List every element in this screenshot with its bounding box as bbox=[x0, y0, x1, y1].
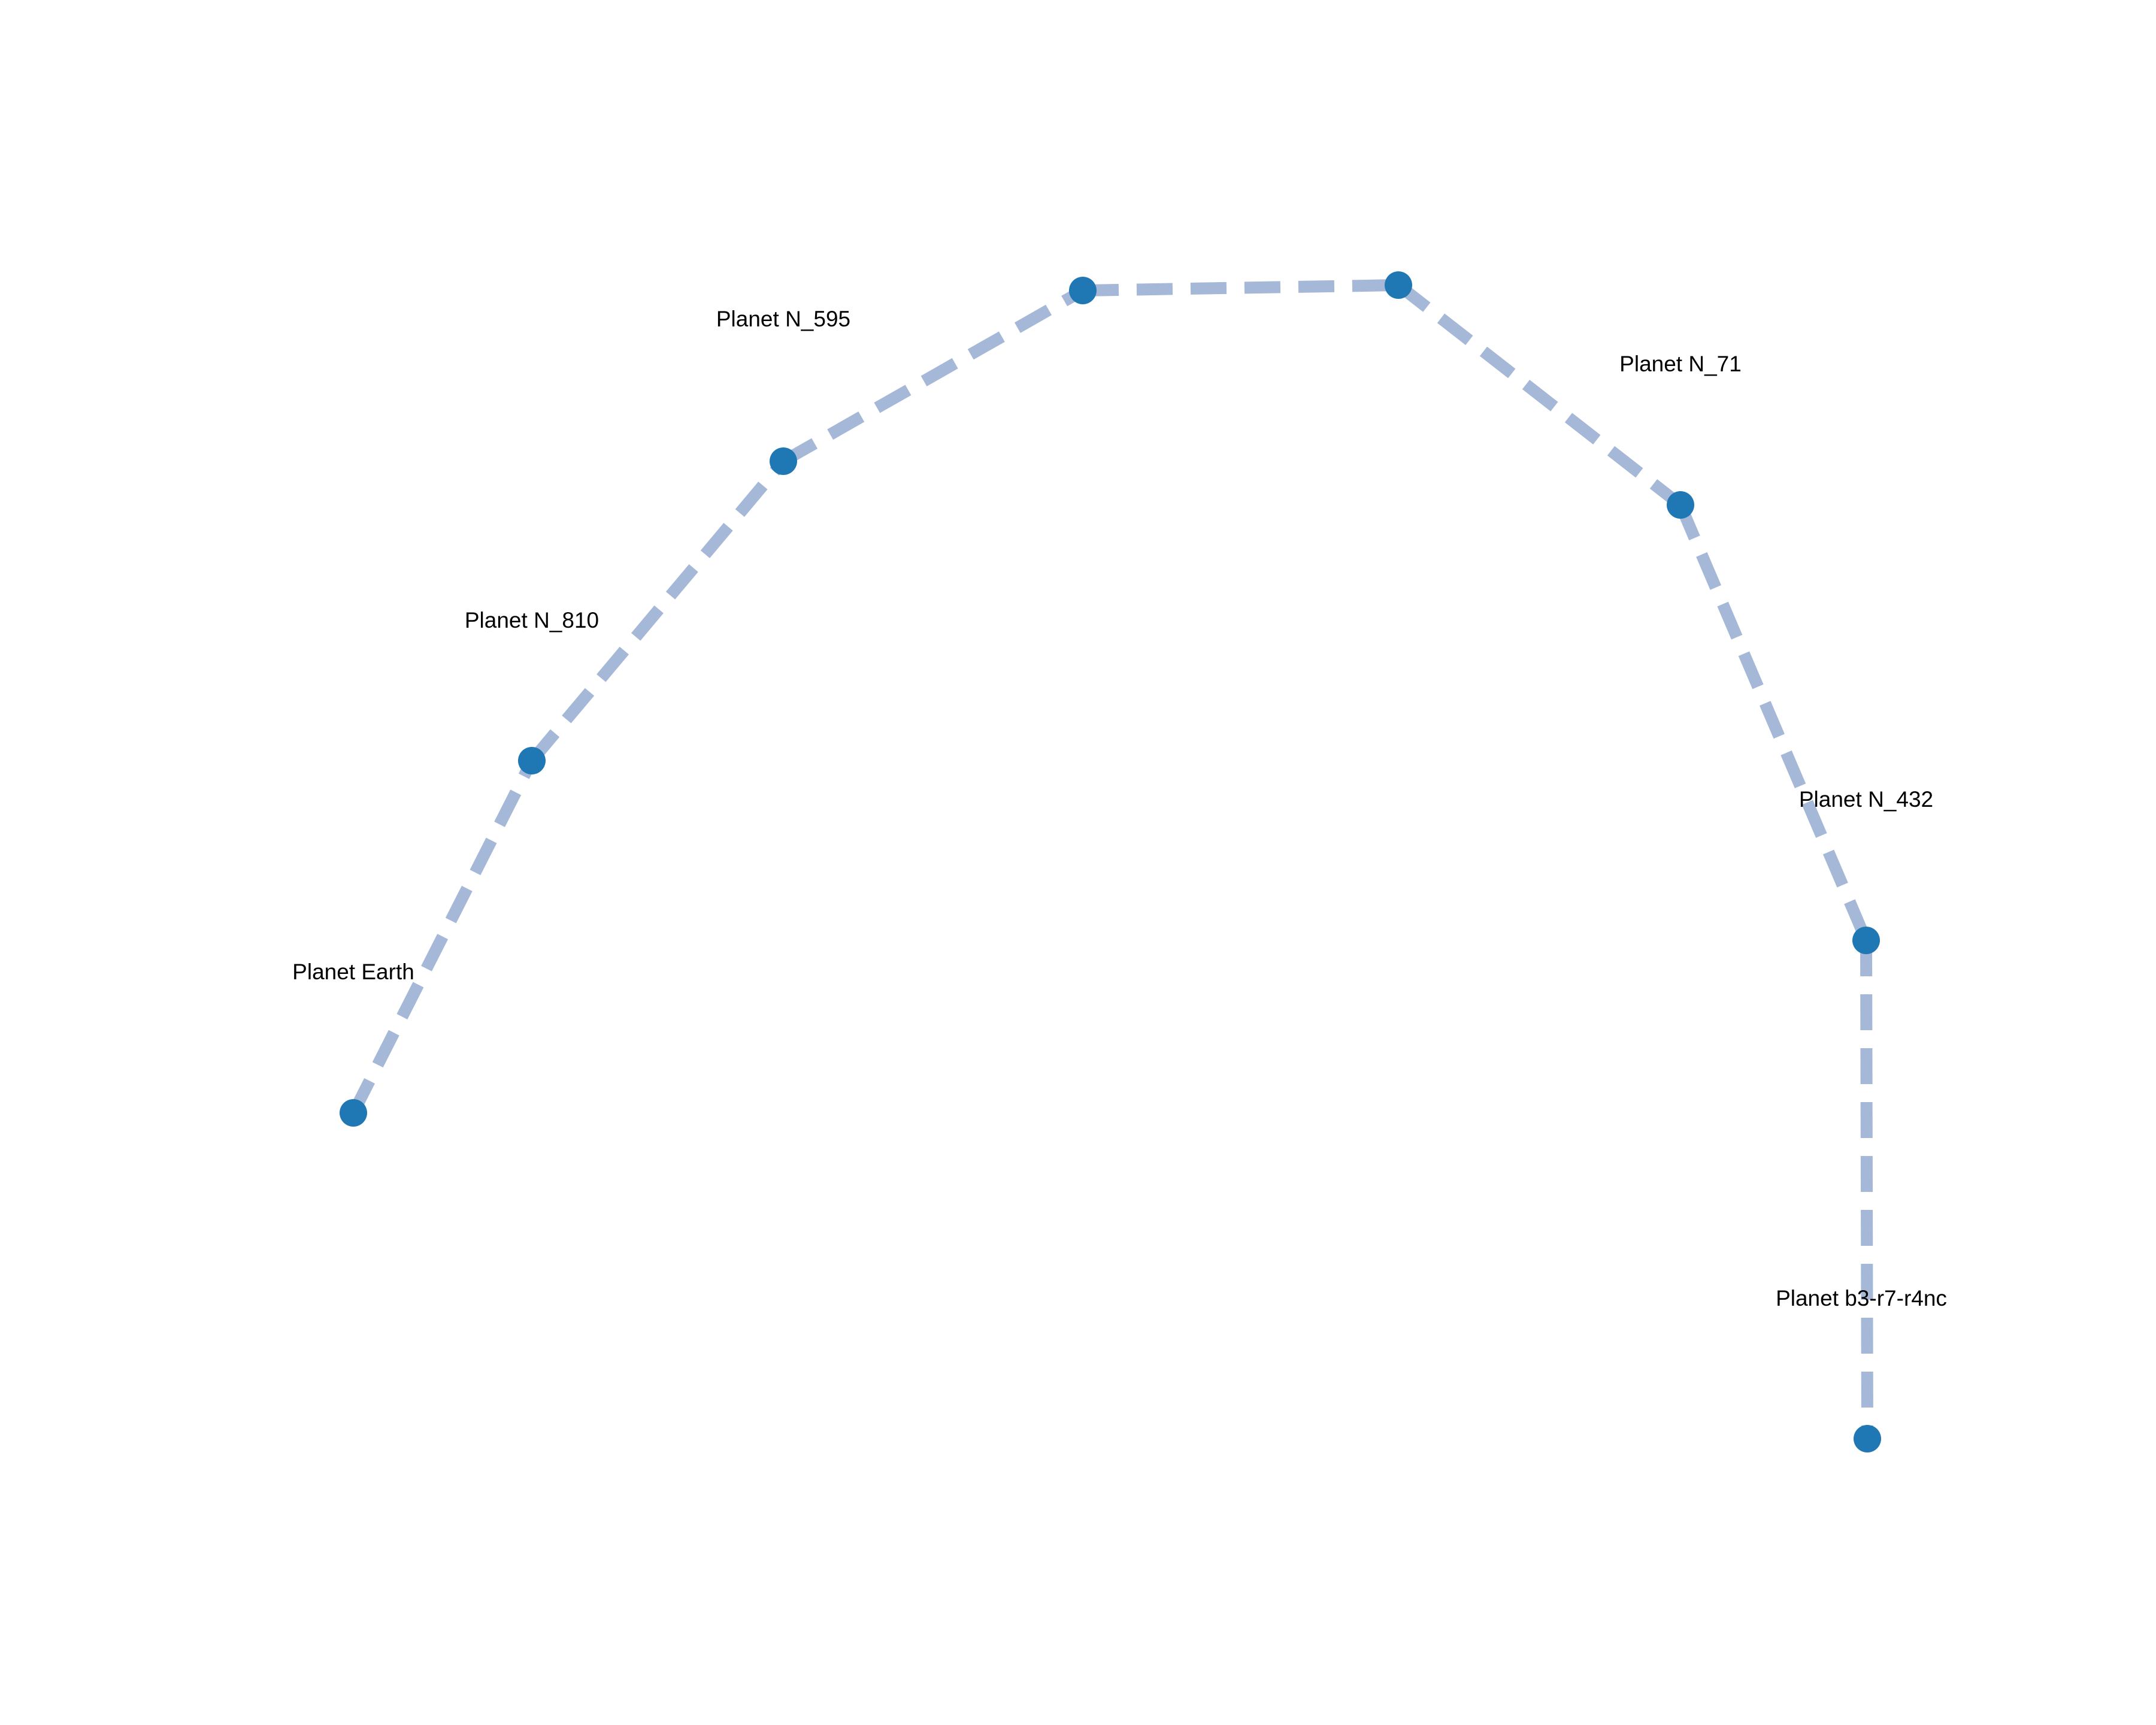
edge-n432-b3r7 bbox=[1860, 940, 1873, 1439]
label-n71: Planet N_71 bbox=[1619, 352, 1742, 376]
node-n810[interactable] bbox=[518, 747, 546, 774]
planet-nodes bbox=[340, 271, 1881, 1452]
node-unlabeled-2[interactable] bbox=[1385, 271, 1412, 299]
edge-unlabeled-2-n71 bbox=[1394, 280, 1685, 510]
label-b3r7: Planet b3-r7-r4nc bbox=[1776, 1286, 1947, 1311]
node-n432[interactable] bbox=[1852, 927, 1880, 954]
label-n595: Planet N_595 bbox=[716, 307, 850, 331]
label-earth: Planet Earth bbox=[292, 960, 414, 984]
route-edges bbox=[348, 279, 1873, 1439]
node-n71[interactable] bbox=[1667, 491, 1694, 519]
node-n595[interactable] bbox=[770, 447, 797, 475]
edge-earth-n810 bbox=[348, 758, 537, 1116]
planet-labels: Planet Earth Planet N_810 Planet N_595 P… bbox=[292, 307, 1947, 1311]
edge-n810-n595 bbox=[527, 457, 788, 765]
node-b3r7[interactable] bbox=[1854, 1425, 1881, 1452]
edge-n595-unlabeled-1 bbox=[780, 285, 1086, 467]
label-n810: Planet N_810 bbox=[465, 608, 599, 632]
node-earth[interactable] bbox=[340, 1099, 367, 1127]
node-unlabeled-1[interactable] bbox=[1069, 277, 1097, 304]
label-n432: Planet N_432 bbox=[1799, 787, 1933, 812]
edge-n71-n432 bbox=[1674, 503, 1872, 943]
